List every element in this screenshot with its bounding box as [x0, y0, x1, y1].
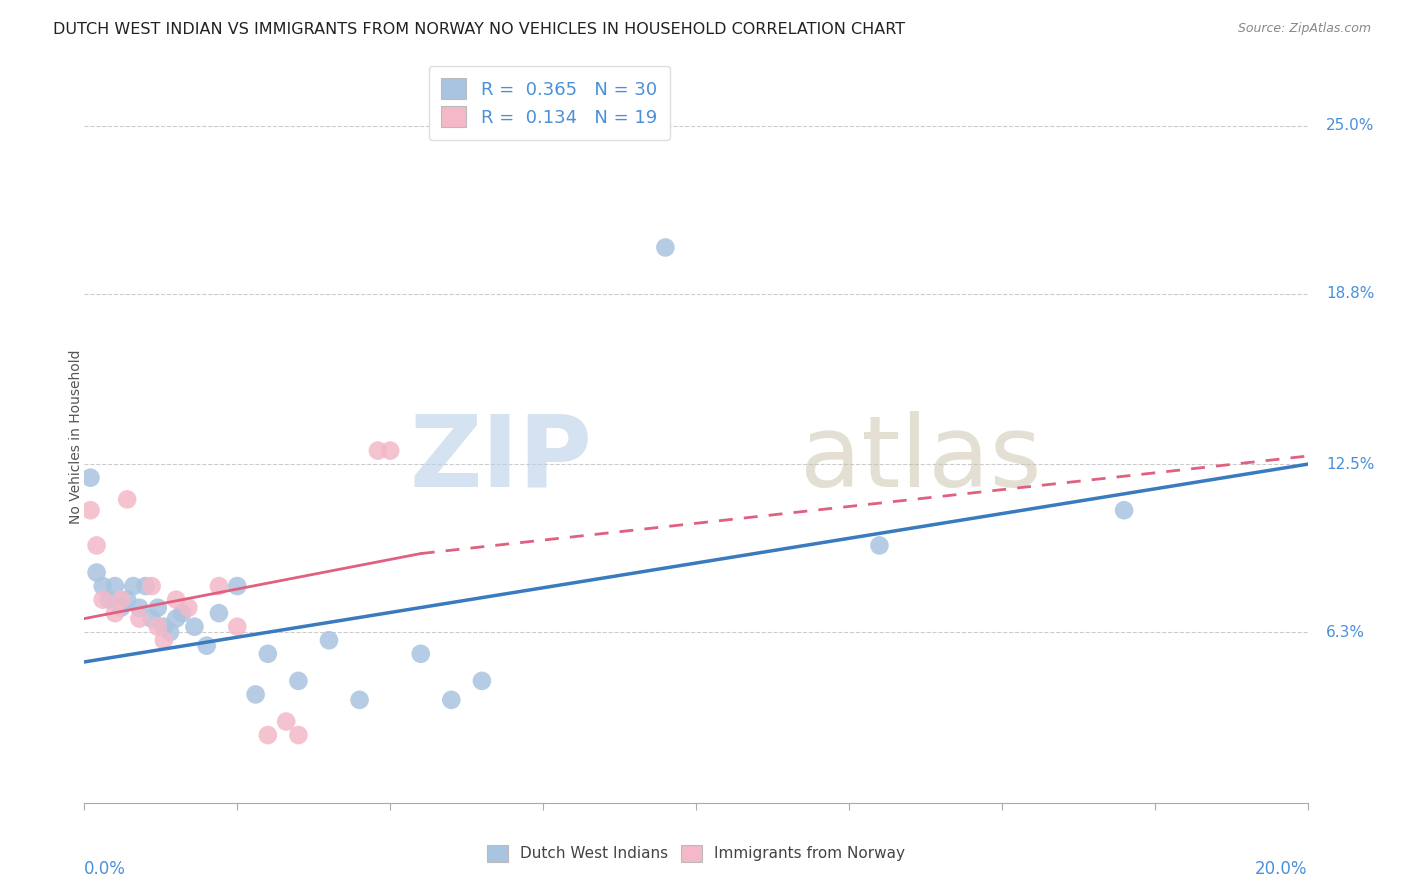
Text: 18.8%: 18.8%	[1326, 286, 1374, 301]
Legend: Dutch West Indians, Immigrants from Norway: Dutch West Indians, Immigrants from Norw…	[481, 838, 911, 868]
Point	[128, 611, 150, 625]
Point	[146, 620, 169, 634]
Point	[440, 693, 463, 707]
Text: 6.3%: 6.3%	[1326, 624, 1365, 640]
Point	[1114, 503, 1136, 517]
Text: atlas: atlas	[800, 410, 1042, 508]
Point	[110, 600, 132, 615]
Point	[471, 673, 494, 688]
Text: DUTCH WEST INDIAN VS IMMIGRANTS FROM NORWAY NO VEHICLES IN HOUSEHOLD CORRELATION: DUTCH WEST INDIAN VS IMMIGRANTS FROM NOR…	[53, 22, 905, 37]
Point	[226, 579, 249, 593]
Text: 12.5%: 12.5%	[1326, 457, 1374, 472]
Point	[141, 579, 163, 593]
Point	[367, 443, 389, 458]
Point	[91, 579, 114, 593]
Point	[287, 728, 309, 742]
Text: 25.0%: 25.0%	[1326, 118, 1374, 133]
Point	[153, 620, 176, 634]
Point	[654, 240, 676, 254]
Point	[146, 600, 169, 615]
Point	[257, 728, 280, 742]
Point	[276, 714, 298, 729]
Point	[141, 611, 163, 625]
Point	[869, 538, 891, 552]
Point	[91, 592, 114, 607]
Y-axis label: No Vehicles in Household: No Vehicles in Household	[69, 350, 83, 524]
Point	[104, 606, 127, 620]
Text: ZIP: ZIP	[409, 410, 592, 508]
Point	[287, 673, 309, 688]
Point	[135, 579, 157, 593]
Point	[115, 592, 138, 607]
Point	[208, 579, 231, 593]
Point	[349, 693, 371, 707]
Point	[409, 647, 432, 661]
Point	[177, 600, 200, 615]
Point	[110, 592, 132, 607]
Point	[183, 620, 205, 634]
Point	[257, 647, 280, 661]
Text: Source: ZipAtlas.com: Source: ZipAtlas.com	[1237, 22, 1371, 36]
Point	[245, 688, 267, 702]
Point	[79, 503, 101, 517]
Point	[195, 639, 218, 653]
Point	[79, 471, 101, 485]
Point	[104, 579, 127, 593]
Point	[128, 600, 150, 615]
Point	[226, 620, 249, 634]
Point	[153, 633, 176, 648]
Text: 0.0%: 0.0%	[84, 860, 127, 878]
Point	[115, 492, 138, 507]
Point	[86, 566, 108, 580]
Point	[380, 443, 402, 458]
Point	[159, 625, 181, 640]
Text: 20.0%: 20.0%	[1256, 860, 1308, 878]
Point	[172, 606, 194, 620]
Point	[165, 592, 187, 607]
Point	[208, 606, 231, 620]
Point	[97, 592, 120, 607]
Point	[86, 538, 108, 552]
Point	[318, 633, 340, 648]
Point	[165, 611, 187, 625]
Point	[122, 579, 145, 593]
